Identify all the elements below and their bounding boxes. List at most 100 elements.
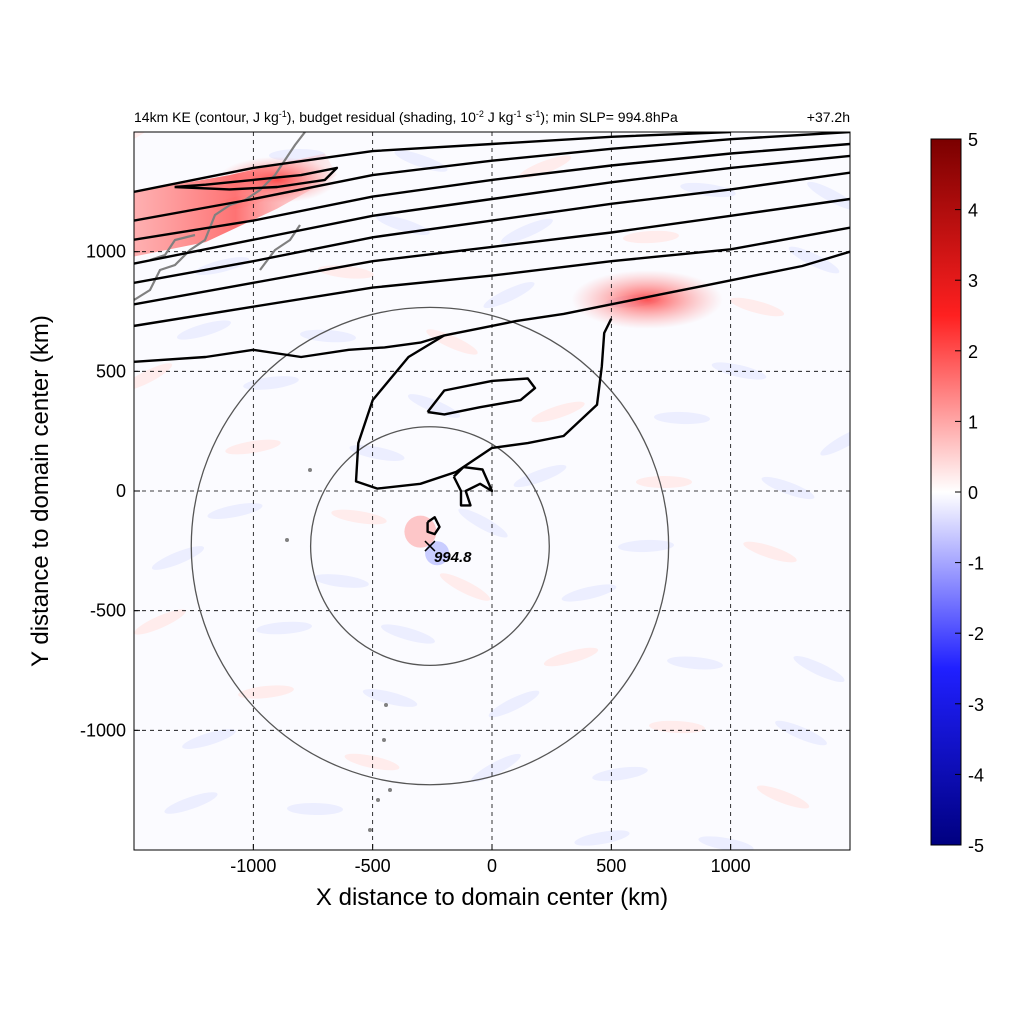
residual-streak bbox=[698, 836, 754, 850]
colorbar-tick-label: 3 bbox=[968, 271, 978, 291]
residual-streak bbox=[574, 830, 630, 846]
residual-streak bbox=[788, 246, 840, 274]
contour-band-8 bbox=[134, 250, 850, 363]
residual-streak bbox=[531, 401, 585, 423]
residual-streak bbox=[243, 376, 299, 390]
contour-band-6 bbox=[134, 197, 850, 306]
residual-streak bbox=[543, 647, 599, 667]
residual-streak bbox=[458, 508, 508, 538]
residual-streak bbox=[381, 624, 435, 644]
residual-streak bbox=[729, 297, 785, 317]
y-ticks: -1000 -500 0 500 1000 bbox=[80, 242, 140, 740]
y-tick-label: 500 bbox=[96, 361, 126, 381]
residual-streak bbox=[513, 464, 567, 488]
x-tick-label: 1000 bbox=[711, 856, 751, 876]
residual-streak bbox=[407, 394, 461, 418]
residual-streak bbox=[518, 155, 572, 179]
residual-streak bbox=[344, 753, 400, 771]
range-circle bbox=[309, 426, 550, 667]
residual-streak bbox=[426, 329, 478, 355]
island bbox=[308, 468, 312, 472]
colorbar-tick-label: -2 bbox=[968, 624, 984, 644]
residual-streak bbox=[394, 150, 448, 172]
time-label: +37.2h bbox=[807, 109, 850, 125]
island bbox=[388, 788, 392, 792]
contour-band-7 bbox=[134, 226, 850, 328]
residual-streak bbox=[807, 181, 850, 211]
contour-band-3 bbox=[134, 142, 850, 241]
island bbox=[384, 703, 388, 707]
residual-streak bbox=[743, 541, 797, 563]
residual-streak bbox=[820, 426, 850, 456]
colorbar-tick-label: 1 bbox=[968, 412, 978, 432]
ke-contours bbox=[134, 132, 850, 536]
residual-streak bbox=[471, 753, 521, 783]
range-circles bbox=[190, 306, 670, 786]
colorbar-tick-label: -4 bbox=[968, 765, 984, 785]
residual-streak bbox=[711, 362, 767, 380]
contour-band-1 bbox=[134, 132, 731, 193]
contour-jet-core bbox=[174, 166, 339, 191]
x-tick-label: -500 bbox=[355, 856, 391, 876]
contour-band-4 bbox=[134, 154, 850, 265]
residual-streak bbox=[439, 573, 491, 601]
contour-band-5 bbox=[134, 171, 850, 284]
residual-streak bbox=[488, 690, 540, 718]
y-tick-label: 0 bbox=[116, 481, 126, 501]
contour-inner-patch bbox=[426, 377, 537, 416]
colorbar-tick-label: 5 bbox=[968, 130, 978, 150]
residual-streak bbox=[775, 720, 827, 746]
y-tick-label: -1000 bbox=[80, 720, 126, 740]
colorbar-tick-label: -5 bbox=[968, 836, 984, 856]
residual-streak bbox=[761, 476, 815, 500]
island bbox=[285, 538, 289, 542]
storm-marker-layer: 994.8 bbox=[424, 540, 472, 566]
colorbar-tick-label: -3 bbox=[968, 695, 984, 715]
x-tick-label: -1000 bbox=[230, 856, 276, 876]
residual-streak bbox=[207, 503, 263, 519]
range-circle bbox=[190, 306, 670, 786]
colorbar-tick-label: 4 bbox=[968, 201, 978, 221]
residual-streak bbox=[483, 281, 535, 309]
contour-hook bbox=[452, 465, 494, 507]
chart-title: 14km KE (contour, J kg-1), budget residu… bbox=[134, 109, 678, 125]
residual-streak bbox=[349, 445, 405, 461]
residual-streak bbox=[134, 609, 186, 635]
residual-streak bbox=[793, 655, 845, 683]
y-tick-label: -500 bbox=[90, 601, 126, 621]
x-ticks: -1000 -500 0 500 1000 bbox=[230, 844, 751, 876]
island bbox=[376, 798, 380, 802]
residual-streak bbox=[561, 584, 617, 602]
residual-streak bbox=[623, 230, 679, 244]
residual-streak bbox=[654, 411, 710, 425]
residual-streak bbox=[592, 766, 648, 782]
residual-streak bbox=[636, 476, 692, 488]
colorbar-tick-label: 2 bbox=[968, 342, 978, 362]
y-axis-title: Y distance to domain center (km) bbox=[27, 315, 54, 667]
x-tick-label: 500 bbox=[596, 856, 626, 876]
positive-region-1 bbox=[571, 270, 723, 329]
island bbox=[382, 738, 386, 742]
residual-streak bbox=[618, 539, 674, 553]
residual-streak bbox=[287, 802, 343, 816]
residual-streak bbox=[177, 320, 231, 340]
storm-center-marker bbox=[424, 540, 436, 552]
residual-streak bbox=[362, 689, 418, 707]
colorbar-tick-label: 0 bbox=[968, 483, 978, 503]
residual-streak bbox=[300, 329, 356, 343]
residual-streak bbox=[680, 182, 736, 198]
residual-streak bbox=[313, 574, 369, 588]
colorbar-ticks: 5 4 3 2 1 0 -1 -2 -3 -4 -5 bbox=[955, 130, 984, 856]
contour-tongue-outer bbox=[354, 318, 613, 490]
residual-streak bbox=[238, 685, 294, 699]
residual-streak bbox=[331, 509, 387, 525]
island bbox=[368, 828, 372, 832]
x-tick-label: 0 bbox=[487, 856, 497, 876]
contour-band-2 bbox=[134, 132, 850, 222]
x-axis-title: X distance to domain center (km) bbox=[316, 884, 668, 911]
residual-streak bbox=[501, 218, 553, 244]
y-tick-label: 1000 bbox=[86, 242, 126, 262]
storm-center-label: 994.8 bbox=[434, 549, 472, 566]
colorbar-tick-label: -1 bbox=[968, 554, 984, 574]
